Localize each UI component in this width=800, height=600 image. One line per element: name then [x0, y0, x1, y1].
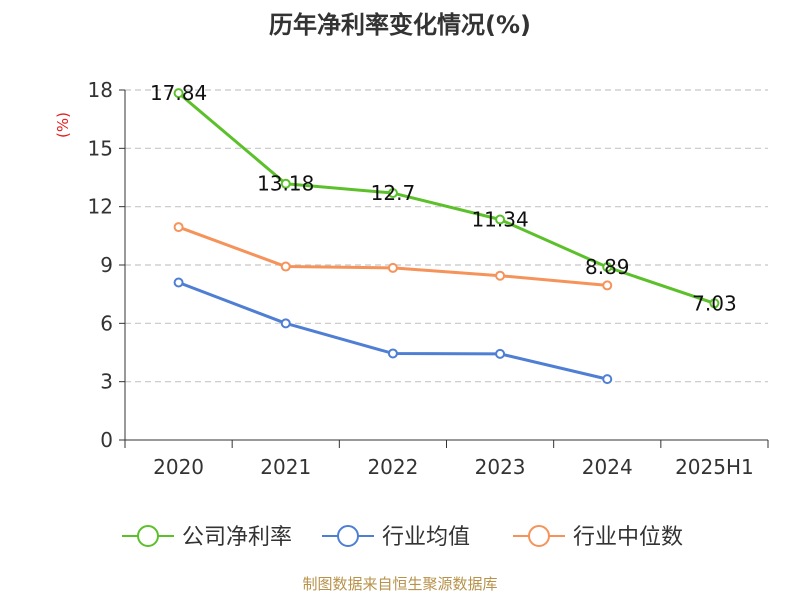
data-point: [602, 262, 613, 273]
data-point: [173, 222, 184, 233]
data-point: [280, 261, 291, 272]
x-tick-label: 2020: [153, 455, 204, 479]
legend-marker: [528, 525, 550, 547]
legend-label: 行业中位数: [573, 525, 683, 550]
data-point: [387, 348, 398, 359]
data-label: 13.18: [257, 172, 314, 196]
data-point: [495, 348, 506, 359]
data-point: [173, 88, 184, 99]
data-point: [280, 318, 291, 329]
x-tick-label: 2024: [582, 455, 633, 479]
data-label: 11.34: [471, 208, 528, 232]
series-layer: [173, 88, 720, 385]
y-tick-label: 18: [88, 78, 113, 102]
y-tick-label: 3: [100, 370, 113, 394]
legend-marker: [337, 525, 359, 547]
legend-marker: [137, 525, 159, 547]
y-tick-label: 9: [100, 253, 113, 277]
data-point: [387, 188, 398, 199]
data-point: [387, 262, 398, 273]
y-tick-label: 6: [100, 311, 113, 335]
y-tick-label: 12: [88, 195, 113, 219]
grid-lines: [125, 89, 768, 383]
legend-label: 公司净利率: [182, 525, 292, 550]
y-tick-label: 15: [88, 136, 113, 160]
source-note: 制图数据来自恒生聚源数据库: [302, 575, 497, 593]
data-labels: 17.84 13.18 12.7 11.34 8.89 7.03: [150, 81, 737, 315]
x-tick-label: 2021: [260, 455, 311, 479]
x-tick-label: 2023: [475, 455, 526, 479]
data-label: 17.84: [150, 81, 207, 105]
chart-title: 历年净利率变化情况(%): [269, 11, 531, 39]
data-point: [280, 178, 291, 189]
series-line: [177, 91, 715, 305]
series-line: [178, 281, 608, 381]
data-label: 7.03: [692, 291, 737, 315]
series-line: [178, 225, 608, 287]
data-point: [709, 298, 720, 309]
data-point: [602, 374, 613, 385]
axes: 0 3 6 9 12 15 18 2020 2021 2022 2023 2024 2025H1: [88, 78, 769, 479]
legend: 公司净利率 行业均值 行业中位数: [122, 525, 683, 550]
x-tick-label: 2025H1: [675, 455, 754, 479]
data-point: [173, 277, 184, 288]
data-point: [495, 214, 506, 225]
y-axis-label: (%): [54, 112, 72, 138]
x-tick-label: 2022: [367, 455, 418, 479]
data-label: 8.89: [585, 255, 630, 279]
data-point: [602, 280, 613, 291]
legend-label: 行业均值: [382, 525, 470, 550]
y-tick-label: 0: [100, 428, 113, 452]
data-point: [495, 270, 506, 281]
data-label: 12.7: [371, 181, 416, 205]
